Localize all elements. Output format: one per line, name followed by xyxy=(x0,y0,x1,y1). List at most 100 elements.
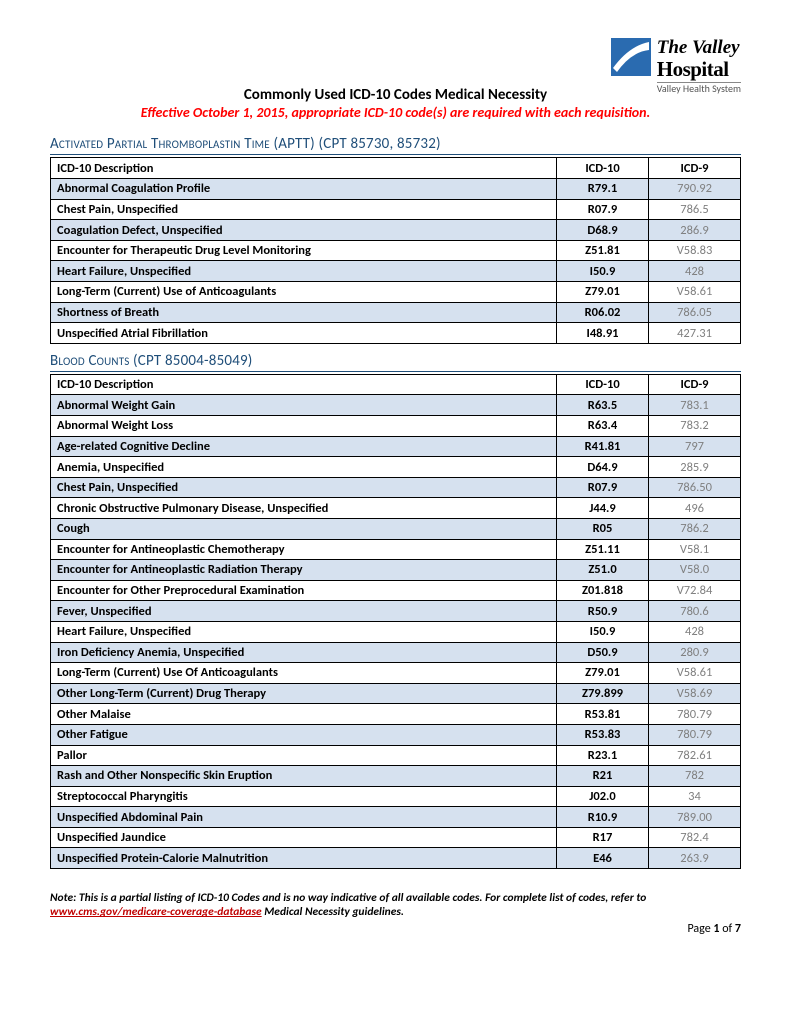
table-row: Long-Term (Current) Use of Anticoagulant… xyxy=(51,282,741,303)
cell-icd10: D64.9 xyxy=(557,457,649,478)
cell-icd10: I50.9 xyxy=(557,621,649,642)
table-row: Shortness of BreathR06.02786.05 xyxy=(51,302,741,323)
cell-desc: Coagulation Defect, Unspecified xyxy=(51,220,557,241)
cell-icd9: V58.1 xyxy=(649,539,741,560)
sections-container: Activated Partial Thromboplastin Time (A… xyxy=(50,135,741,869)
cell-icd9: 285.9 xyxy=(649,457,741,478)
cell-desc: Encounter for Therapeutic Drug Level Mon… xyxy=(51,240,557,261)
cell-icd9: 280.9 xyxy=(649,642,741,663)
table-row: CoughR05786.2 xyxy=(51,518,741,539)
cell-desc: Cough xyxy=(51,518,557,539)
table-row: Rash and Other Nonspecific Skin Eruption… xyxy=(51,766,741,787)
cell-icd9: 428 xyxy=(649,261,741,282)
cell-desc: Unspecified Abdominal Pain xyxy=(51,807,557,828)
cell-icd9: V58.61 xyxy=(649,282,741,303)
cell-icd9: 782.61 xyxy=(649,745,741,766)
cell-icd10: J02.0 xyxy=(557,786,649,807)
cell-icd9: 780.79 xyxy=(649,704,741,725)
cell-desc: Unspecified Jaundice xyxy=(51,827,557,848)
table-row: Unspecified JaundiceR17782.4 xyxy=(51,827,741,848)
cell-desc: Rash and Other Nonspecific Skin Eruption xyxy=(51,766,557,787)
col-header-icd9: ICD-9 xyxy=(649,374,741,395)
cell-icd10: R53.81 xyxy=(557,704,649,725)
cell-desc: Long-Term (Current) Use Of Anticoagulant… xyxy=(51,663,557,684)
logo-line1: The Valley xyxy=(657,38,741,58)
cell-icd9: 780.6 xyxy=(649,601,741,622)
table-row: Abnormal Coagulation ProfileR79.1790.92 xyxy=(51,179,741,200)
cell-desc: Shortness of Breath xyxy=(51,302,557,323)
cell-desc: Encounter for Antineoplastic Chemotherap… xyxy=(51,539,557,560)
cell-icd10: R79.1 xyxy=(557,179,649,200)
table-row: Chest Pain, UnspecifiedR07.9786.50 xyxy=(51,477,741,498)
cell-desc: Other Long-Term (Current) Drug Therapy xyxy=(51,683,557,704)
table-row: Heart Failure, UnspecifiedI50.9428 xyxy=(51,621,741,642)
cell-icd10: Z79.899 xyxy=(557,683,649,704)
cell-desc: Chest Pain, Unspecified xyxy=(51,199,557,220)
cell-icd9: 786.5 xyxy=(649,199,741,220)
cell-icd10: Z79.01 xyxy=(557,663,649,684)
footnote: Note: This is a partial listing of ICD-1… xyxy=(50,891,741,920)
cell-icd10: Z01.818 xyxy=(557,580,649,601)
cell-icd10: J44.9 xyxy=(557,498,649,519)
logo-text: The Valley Hospital Valley Health System xyxy=(657,38,741,94)
table-row: Encounter for Other Preprocedural Examin… xyxy=(51,580,741,601)
cell-desc: Other Fatigue xyxy=(51,724,557,745)
cell-desc: Long-Term (Current) Use of Anticoagulant… xyxy=(51,282,557,303)
table-row: Unspecified Atrial FibrillationI48.91427… xyxy=(51,323,741,344)
page-number: Page 1 of 7 xyxy=(50,922,741,936)
cell-icd9: 786.2 xyxy=(649,518,741,539)
cell-icd10: Z51.81 xyxy=(557,240,649,261)
table-row: Iron Deficiency Anemia, UnspecifiedD50.9… xyxy=(51,642,741,663)
table-row: Other MalaiseR53.81780.79 xyxy=(51,704,741,725)
table-row: Other FatigueR53.83780.79 xyxy=(51,724,741,745)
cell-icd10: I50.9 xyxy=(557,261,649,282)
cell-icd9: 790.92 xyxy=(649,179,741,200)
cell-desc: Chest Pain, Unspecified xyxy=(51,477,557,498)
cell-desc: Fever, Unspecified xyxy=(51,601,557,622)
cell-icd9: 783.1 xyxy=(649,395,741,416)
cell-desc: Unspecified Atrial Fibrillation xyxy=(51,323,557,344)
table-row: Age-related Cognitive DeclineR41.81797 xyxy=(51,436,741,457)
col-header-icd10: ICD-10 xyxy=(557,158,649,179)
cell-icd9: 427.31 xyxy=(649,323,741,344)
cell-icd10: I48.91 xyxy=(557,323,649,344)
table-row: Coagulation Defect, UnspecifiedD68.9286.… xyxy=(51,220,741,241)
table-row: Long-Term (Current) Use Of Anticoagulant… xyxy=(51,663,741,684)
table-row: Encounter for Therapeutic Drug Level Mon… xyxy=(51,240,741,261)
cell-icd10: Z51.11 xyxy=(557,539,649,560)
cell-desc: Other Malaise xyxy=(51,704,557,725)
table-row: Chronic Obstructive Pulmonary Disease, U… xyxy=(51,498,741,519)
cell-icd10: R63.5 xyxy=(557,395,649,416)
cell-icd9: 286.9 xyxy=(649,220,741,241)
logo-mark-icon xyxy=(611,38,651,76)
cell-icd9: V58.83 xyxy=(649,240,741,261)
logo-line3: Valley Health System xyxy=(657,82,741,95)
cell-icd9: 782 xyxy=(649,766,741,787)
table-row: Unspecified Protein-Calorie Malnutrition… xyxy=(51,848,741,869)
cell-desc: Age-related Cognitive Decline xyxy=(51,436,557,457)
codes-table: ICD-10 DescriptionICD-10ICD-9Abnormal We… xyxy=(50,374,741,869)
cell-desc: Abnormal Coagulation Profile xyxy=(51,179,557,200)
section-title: Blood Counts (CPT 85004-85049) xyxy=(50,352,741,372)
cell-desc: Heart Failure, Unspecified xyxy=(51,261,557,282)
footnote-link[interactable]: www.cms.gov/medicare-coverage-database xyxy=(50,905,262,919)
table-row: Encounter for Antineoplastic Radiation T… xyxy=(51,560,741,581)
hospital-logo: The Valley Hospital Valley Health System xyxy=(611,38,741,94)
table-row: Heart Failure, UnspecifiedI50.9428 xyxy=(51,261,741,282)
cell-desc: Pallor xyxy=(51,745,557,766)
table-row: Streptococcal PharyngitisJ02.034 xyxy=(51,786,741,807)
col-header-desc: ICD-10 Description xyxy=(51,158,557,179)
cell-icd10: R10.9 xyxy=(557,807,649,828)
table-row: Abnormal Weight LossR63.4783.2 xyxy=(51,416,741,437)
cell-icd9: V58.69 xyxy=(649,683,741,704)
cell-icd10: R41.81 xyxy=(557,436,649,457)
table-row: Anemia, UnspecifiedD64.9285.9 xyxy=(51,457,741,478)
footnote-pre: Note: This is a partial listing of ICD-1… xyxy=(50,891,646,905)
cell-icd9: 783.2 xyxy=(649,416,741,437)
cell-icd10: R17 xyxy=(557,827,649,848)
cell-icd10: R53.83 xyxy=(557,724,649,745)
cell-desc: Anemia, Unspecified xyxy=(51,457,557,478)
cell-icd10: D68.9 xyxy=(557,220,649,241)
page-subtitle: Effective October 1, 2015, appropriate I… xyxy=(50,104,741,121)
cell-icd10: R63.4 xyxy=(557,416,649,437)
